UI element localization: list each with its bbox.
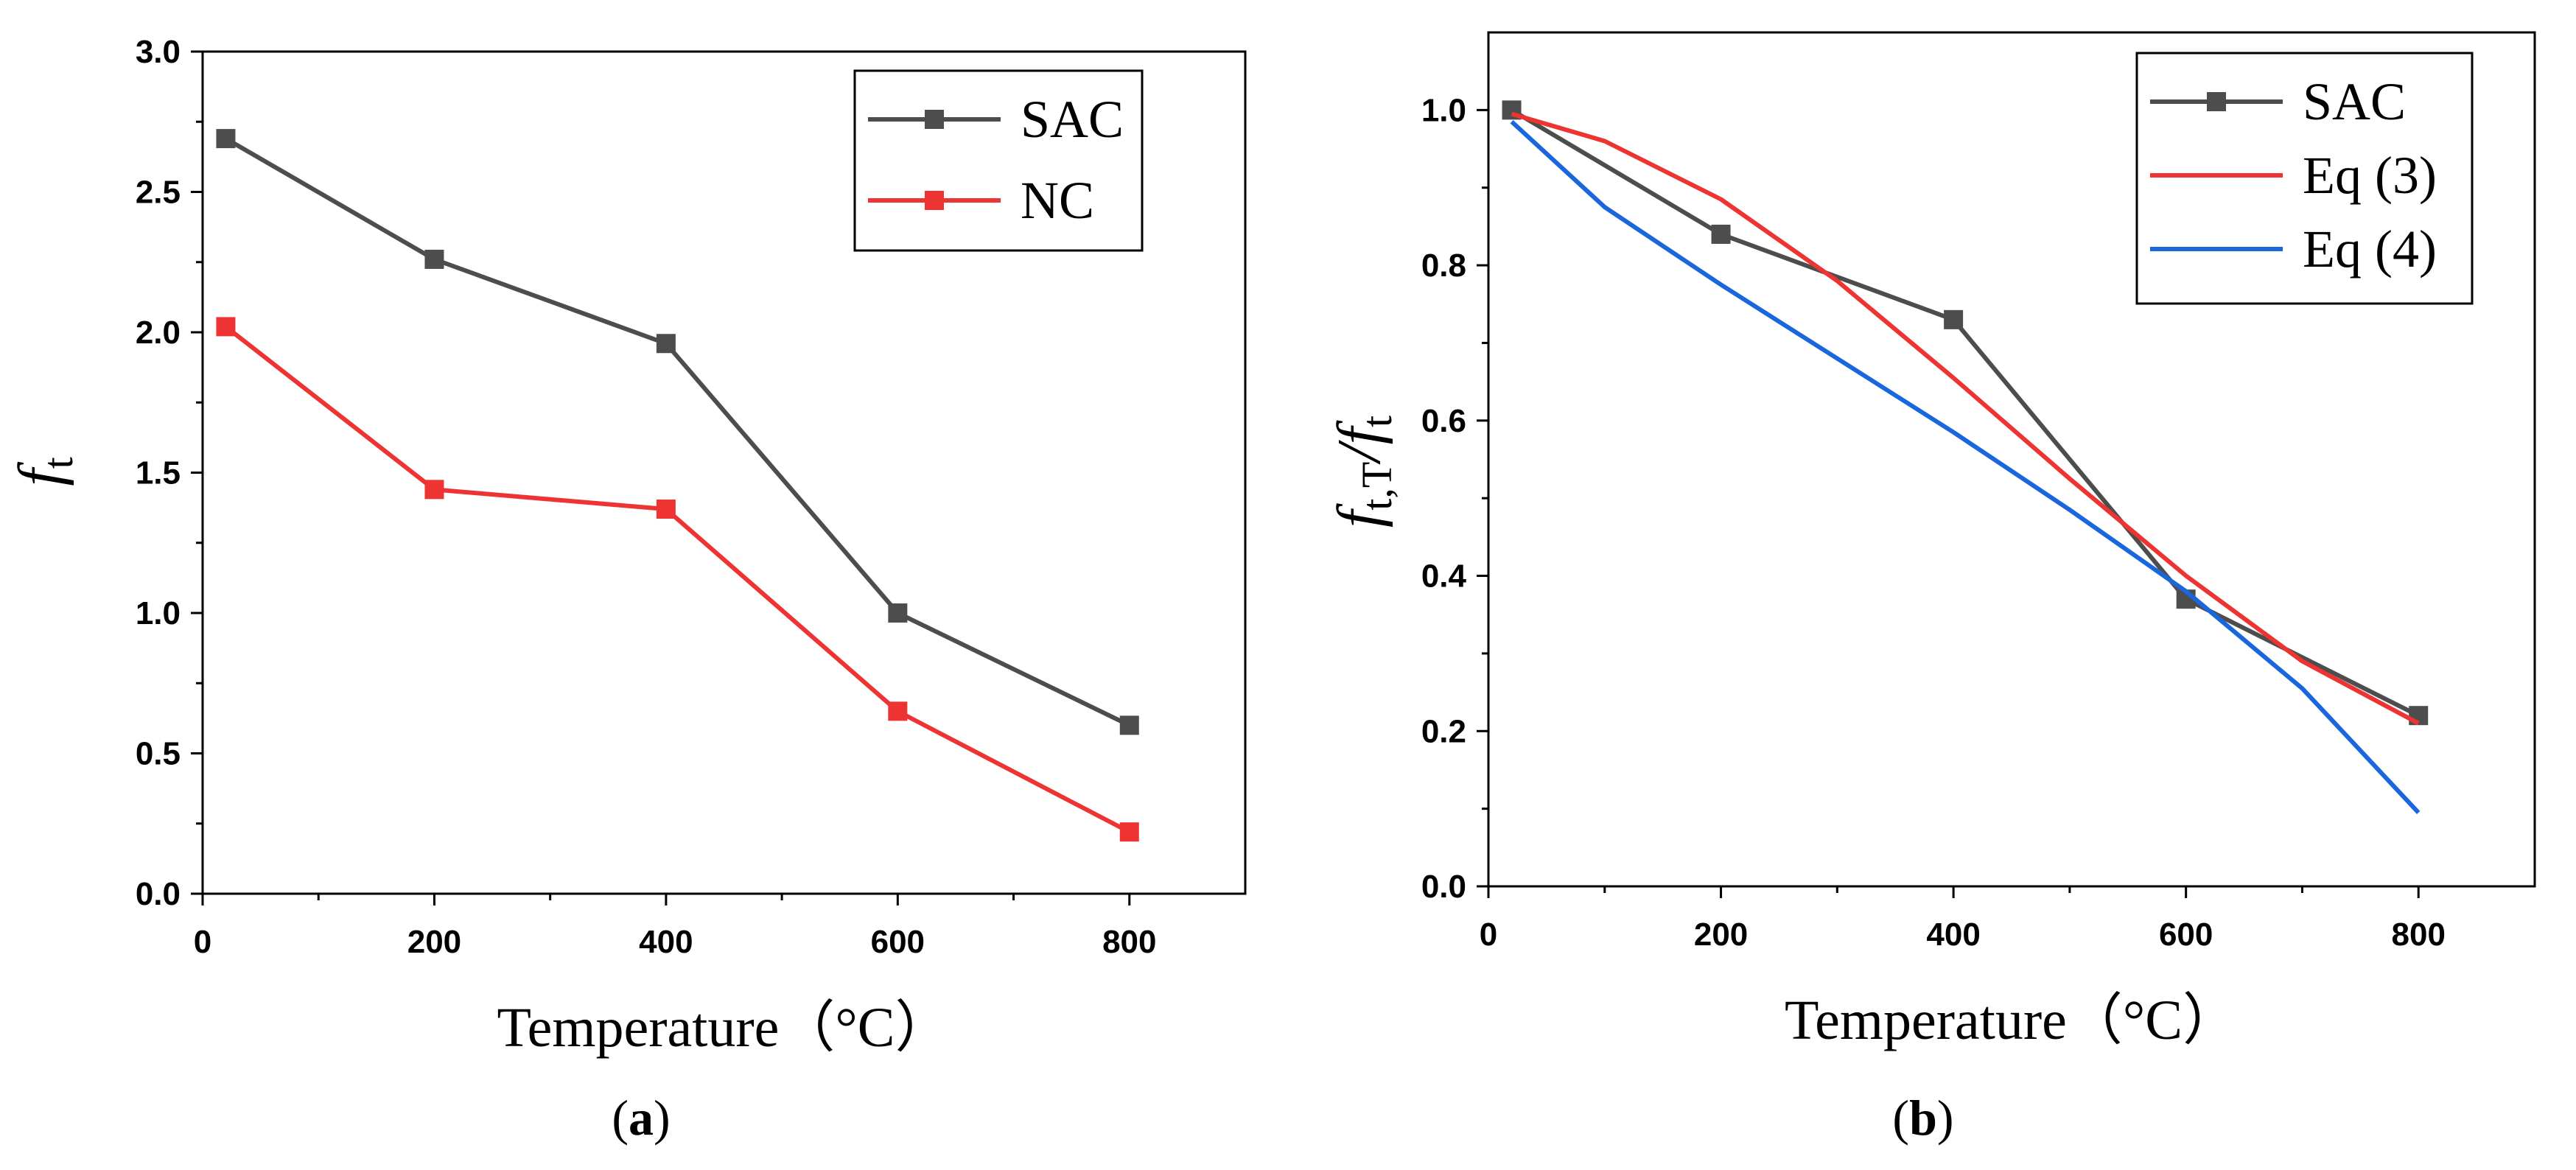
x-tick-label: 600 [2159, 917, 2213, 953]
data-point [424, 480, 444, 500]
y-tick-label: 1.0 [1421, 92, 1466, 128]
x-tick-label: 800 [2392, 917, 2446, 953]
series-line-eq-4- [1510, 119, 2421, 814]
data-point [1711, 224, 1731, 244]
legend-box [2135, 52, 2474, 305]
x-tick-label: 0 [194, 924, 211, 960]
y-tick-label: 0.0 [136, 876, 181, 912]
data-point [1119, 822, 1139, 842]
y-tick-label: 1.0 [136, 595, 181, 631]
legend: SAC NC [853, 69, 1144, 252]
x-axis-title: Temperature（°C） [497, 997, 951, 1059]
x-tick-label: 400 [639, 924, 693, 960]
legend-label: SAC [2303, 72, 2406, 131]
chart-panel-b: 0 200 400 600 800 0.0 0.2 0.4 0.6 0.8 1.0 SAC Eq (3)… [1325, 31, 2536, 1146]
data-point [424, 249, 444, 269]
y-tick-label: 0.5 [136, 736, 181, 772]
y-tick-label: 2.0 [136, 315, 181, 351]
legend-label: SAC [1021, 90, 1124, 149]
y-tick-label: 2.5 [136, 175, 181, 211]
data-point [888, 603, 908, 623]
x-axis-title: Temperature（°C） [1785, 989, 2239, 1051]
legend-marker [925, 110, 944, 129]
x-tick-label: 800 [1102, 924, 1156, 960]
data-point [1944, 309, 1964, 329]
legend-marker [2207, 92, 2226, 111]
legend-label: NC [1021, 171, 1094, 230]
panel-label: (a) [612, 1090, 670, 1146]
legend-label: Eq (4) [2303, 220, 2437, 279]
y-axis-title: ft,T/ft [1325, 416, 1401, 528]
y-tick-label: 0.4 [1421, 558, 1467, 595]
legend-label: Eq (3) [2303, 146, 2437, 205]
y-tick-label: 0.6 [1421, 403, 1466, 439]
x-tick-label: 400 [1926, 917, 1980, 953]
x-tick-label: 0 [1480, 917, 1497, 953]
data-point [216, 129, 236, 149]
y-tick-label: 0.8 [1421, 248, 1466, 284]
data-point [216, 317, 236, 337]
data-point [656, 500, 676, 519]
x-tick-label: 600 [871, 924, 925, 960]
legend-box [853, 69, 1144, 252]
legend-marker [925, 191, 944, 210]
data-point [1119, 715, 1139, 735]
series-line-eq-3- [1511, 111, 2420, 726]
panel-label: (b) [1892, 1090, 1953, 1146]
plot-frame [1487, 31, 2536, 888]
legend: SAC Eq (3) Eq (4) [2135, 52, 2474, 305]
y-tick-label: 1.5 [136, 455, 181, 491]
data-point [888, 701, 908, 721]
y-tick-label: 0.0 [1421, 869, 1466, 905]
data-point [656, 334, 676, 354]
x-tick-label: 200 [1694, 917, 1748, 953]
x-tick-label: 200 [407, 924, 461, 960]
y-tick-label: 0.2 [1421, 713, 1466, 749]
y-tick-label: 3.0 [136, 34, 181, 70]
chart-panel-a: 0 200 400 600 800 0.0 0.5 1.0 1.5 2.0 2.5 3.0 SAC NC T… [6, 34, 1247, 1146]
